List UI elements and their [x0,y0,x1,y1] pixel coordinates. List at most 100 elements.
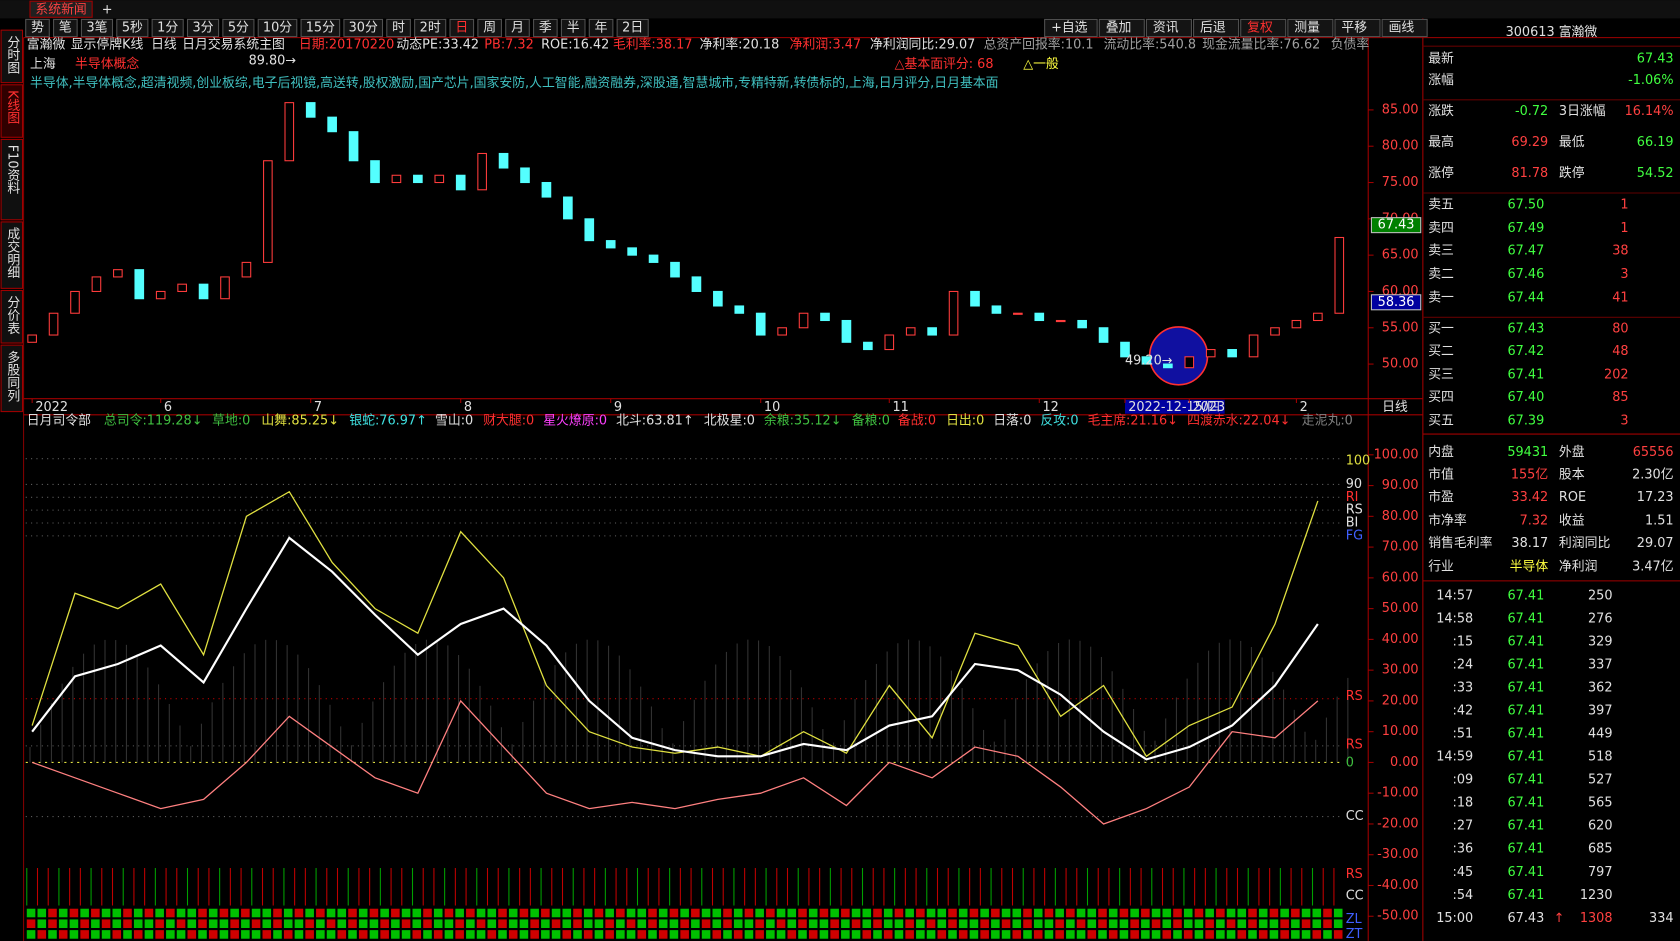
toolbar-label[interactable]: 3分 [193,20,214,35]
signal-cell [1141,919,1150,928]
toolbar-label[interactable]: 叠加 [1106,20,1132,35]
y-tick-label: 30.00 [1382,663,1419,678]
toolbar-button[interactable] [616,18,649,38]
side-tab-label[interactable]: 分价表 [4,296,19,335]
info-item: △基本面评分: 68 [895,57,994,72]
side-tab[interactable] [0,84,24,138]
toolbar-button[interactable] [533,18,558,38]
toolbar-label[interactable]: 半 [567,20,580,35]
toolbar-label[interactable]: 时 [392,20,405,35]
toolbar-button[interactable] [588,18,614,38]
toolbar-label[interactable]: 平移 [1341,20,1367,35]
signal-cell [401,930,411,939]
toolbar-button[interactable] [116,18,149,38]
side-tab-label[interactable]: 多股同列 [4,350,19,403]
info-item: 日期:20170220 [299,38,394,53]
toolbar-label[interactable]: 日 [455,20,468,35]
signal-cell [455,930,464,939]
signal-cell [155,919,164,928]
toolbar-button[interactable] [151,18,184,38]
toolbar-button[interactable] [505,18,530,38]
signal-cell [316,919,325,928]
toolbar-button[interactable] [414,18,447,38]
side-tab[interactable] [0,138,24,221]
toolbar-label[interactable]: 月 [511,20,524,35]
toolbar-button[interactable] [186,18,220,38]
side-tab[interactable] [0,221,24,289]
toolbar-button[interactable] [386,18,411,38]
candle [970,290,980,307]
toolbar-button[interactable] [25,18,50,38]
toolbar-button[interactable] [1334,18,1381,38]
toolbar-label[interactable]: 2日 [622,20,643,35]
toolbar-button[interactable] [343,18,384,38]
side-tab-label[interactable]: 成交明细 [4,227,19,279]
toolbar-label[interactable]: 年 [595,20,608,35]
side-tab[interactable] [0,29,24,84]
signal-cell [1162,908,1172,918]
toolbar-label[interactable]: 3笔 [86,19,107,35]
toolbar-button[interactable] [1381,18,1428,38]
side-tab[interactable] [0,289,24,344]
toolbar-button[interactable] [1145,18,1192,38]
toolbar-button[interactable] [477,18,502,38]
stat-cell: 半导体 [1510,559,1549,574]
toolbar-label[interactable]: 15分 [306,20,335,35]
toolbar-label[interactable]: 后退 [1200,20,1226,35]
toolbar-label[interactable]: 资讯 [1153,20,1179,35]
signal-cell [423,930,432,939]
toolbar-label[interactable]: 周 [483,20,496,35]
signal-cell [1258,908,1268,918]
quote-cell: 最低 [1559,135,1585,150]
tab-label[interactable]: 系统新闻 [35,1,86,17]
toolbar-button[interactable] [449,18,475,38]
toolbar-button[interactable] [222,18,255,38]
toolbar-label[interactable]: 30分 [349,20,378,35]
toolbar-button[interactable] [1240,18,1287,38]
trade-cell: 67.41 [1508,888,1545,903]
signal-cell [208,930,218,939]
signal-cell [198,908,207,918]
toolbar-button[interactable] [1287,18,1334,38]
candle [27,334,37,343]
toolbar-label[interactable]: +自选 [1051,20,1088,35]
y-tick-label: 85.00 [1382,102,1419,117]
side-tab-label[interactable]: F10资料 [4,145,19,195]
x-tick-label: 12 [1043,400,1059,415]
toolbar-button[interactable] [560,18,586,38]
signal-cell [551,930,561,939]
toolbar-button[interactable] [53,18,78,38]
toolbar-label[interactable]: 季 [539,20,552,35]
x-tick-label: 2 [1300,400,1308,415]
signal-cell [1119,930,1129,939]
toolbar-label[interactable]: 复权 [1247,19,1273,35]
side-tab[interactable] [0,344,24,413]
toolbar-button[interactable] [1193,18,1240,38]
toolbar-label[interactable]: 笔 [59,19,72,35]
indicator-level-label: RI [1346,490,1359,505]
signal-cell [1291,908,1300,918]
signal-cell [937,930,947,939]
toolbar-label[interactable]: 势 [31,19,44,35]
side-tab-label[interactable]: 分时图 [4,36,19,75]
signal-cell [37,930,47,939]
candle [605,240,616,249]
toolbar-button[interactable] [1044,18,1098,38]
toolbar-label[interactable]: 5分 [228,20,249,35]
toolbar-button[interactable] [80,18,114,38]
toolbar-button[interactable] [257,18,298,38]
toolbar-label[interactable]: 5秒 [122,20,143,35]
toolbar-label[interactable]: 10分 [263,20,292,35]
toolbar-label[interactable]: 2时 [420,20,441,35]
side-tab-label[interactable]: K线图 [4,90,19,125]
toolbar-label[interactable]: 画线 [1389,20,1415,35]
signal-cell [1023,908,1032,918]
toolbar-label[interactable]: 1分 [157,20,178,35]
toolbar-button[interactable] [300,18,341,38]
signal-cell [1162,930,1172,939]
toolbar-button[interactable] [1098,18,1145,38]
toolbar-label[interactable]: 测量 [1294,20,1320,35]
indicator-header: 北斗:63.81↑ [616,414,694,429]
signal-cell [26,930,36,939]
